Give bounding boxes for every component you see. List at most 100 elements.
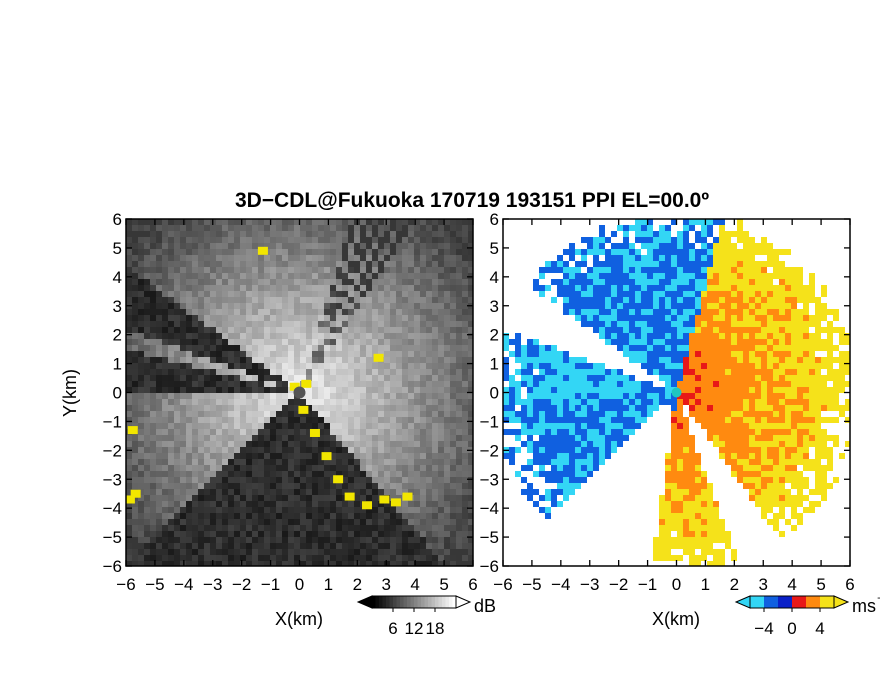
reflectivity-cell xyxy=(234,285,240,291)
reflectivity-cell xyxy=(186,471,192,477)
velocity-cell xyxy=(587,393,593,399)
reflectivity-cell xyxy=(240,333,246,339)
velocity-cell xyxy=(563,375,569,381)
velocity-cell xyxy=(761,375,767,381)
reflectivity-cell xyxy=(144,231,150,237)
velocity-cell xyxy=(731,249,737,255)
reflectivity-cell xyxy=(360,291,366,297)
velocity-cell xyxy=(779,333,785,339)
reflectivity-cell xyxy=(144,387,150,393)
velocity-cell xyxy=(653,243,659,249)
reflectivity-cell xyxy=(396,513,402,519)
reflectivity-cell xyxy=(438,279,444,285)
reflectivity-cell xyxy=(204,441,210,447)
reflectivity-cell xyxy=(144,345,150,351)
reflectivity-cell xyxy=(348,549,354,555)
velocity-cell xyxy=(605,405,611,411)
reflectivity-cell xyxy=(462,273,468,279)
reflectivity-cell xyxy=(384,237,390,243)
velocity-cell xyxy=(737,273,743,279)
reflectivity-cell xyxy=(288,285,294,291)
reflectivity-cell xyxy=(444,405,450,411)
reflectivity-cell xyxy=(186,495,192,501)
velocity-cell xyxy=(839,387,845,393)
velocity-cell xyxy=(653,309,659,315)
reflectivity-cell xyxy=(192,285,198,291)
reflectivity-cell xyxy=(252,393,258,399)
reflectivity-cell xyxy=(174,375,180,381)
reflectivity-cell xyxy=(282,243,288,249)
velocity-cell xyxy=(725,405,731,411)
velocity-cell xyxy=(647,297,653,303)
reflectivity-cell xyxy=(318,351,324,357)
reflectivity-cell xyxy=(360,225,366,231)
velocity-cell xyxy=(713,429,719,435)
velocity-cell xyxy=(707,381,713,387)
velocity-cell xyxy=(701,279,707,285)
velocity-cell xyxy=(659,231,665,237)
velocity-cell xyxy=(665,249,671,255)
velocity-cell xyxy=(821,315,827,321)
reflectivity-cell xyxy=(402,243,408,249)
reflectivity-cell xyxy=(420,513,426,519)
reflectivity-cell xyxy=(168,285,174,291)
reflectivity-cell xyxy=(456,477,462,483)
reflectivity-cell xyxy=(324,405,330,411)
velocity-cell xyxy=(689,267,695,273)
reflectivity-cell xyxy=(456,315,462,321)
reflectivity-cell xyxy=(324,501,330,507)
reflectivity-cell xyxy=(366,531,372,537)
reflectivity-cell xyxy=(234,495,240,501)
velocity-cell xyxy=(629,291,635,297)
reflectivity-cell xyxy=(438,447,444,453)
reflectivity-cell xyxy=(222,363,228,369)
reflectivity-cell xyxy=(288,483,294,489)
reflectivity-cell xyxy=(132,303,138,309)
reflectivity-cell xyxy=(342,333,348,339)
reflectivity-cell xyxy=(414,471,420,477)
reflectivity-cell xyxy=(414,339,420,345)
velocity-cell xyxy=(617,429,623,435)
reflectivity-cell xyxy=(162,429,168,435)
reflectivity-cell xyxy=(264,501,270,507)
reflectivity-cell xyxy=(168,345,174,351)
reflectivity-cell xyxy=(264,387,270,393)
velocity-cell xyxy=(671,351,677,357)
reflectivity-cell xyxy=(168,555,174,561)
velocity-cell xyxy=(653,339,659,345)
velocity-cell xyxy=(845,339,850,345)
reflectivity-cell xyxy=(132,483,138,489)
reflectivity-cell xyxy=(372,273,378,279)
reflectivity-cell xyxy=(276,285,282,291)
velocity-cell xyxy=(719,303,725,309)
reflectivity-cell xyxy=(282,363,288,369)
velocity-cell xyxy=(533,387,539,393)
velocity-cell xyxy=(509,399,515,405)
reflectivity-cell xyxy=(162,435,168,441)
velocity-cell xyxy=(827,399,833,405)
reflectivity-cell xyxy=(390,465,396,471)
reflectivity-cell xyxy=(234,387,240,393)
reflectivity-cell xyxy=(390,333,396,339)
velocity-cell xyxy=(719,261,725,267)
velocity-cell xyxy=(743,351,749,357)
reflectivity-cell xyxy=(390,555,396,561)
velocity-cell xyxy=(803,399,809,405)
reflectivity-cell xyxy=(420,423,426,429)
reflectivity-cell xyxy=(294,363,300,369)
reflectivity-cell xyxy=(258,513,264,519)
reflectivity-cell xyxy=(246,267,252,273)
velocity-cell xyxy=(605,279,611,285)
reflectivity-cell xyxy=(228,315,234,321)
velocity-cell xyxy=(761,393,767,399)
reflectivity-cell xyxy=(198,261,204,267)
velocity-cell xyxy=(749,399,755,405)
reflectivity-cell xyxy=(366,435,372,441)
reflectivity-cell xyxy=(432,519,438,525)
reflectivity-cell xyxy=(432,471,438,477)
reflectivity-cell xyxy=(342,411,348,417)
reflectivity-cell xyxy=(204,555,210,561)
reflectivity-cell xyxy=(150,447,156,453)
reflectivity-cell xyxy=(342,249,348,255)
reflectivity-cell xyxy=(378,411,384,417)
